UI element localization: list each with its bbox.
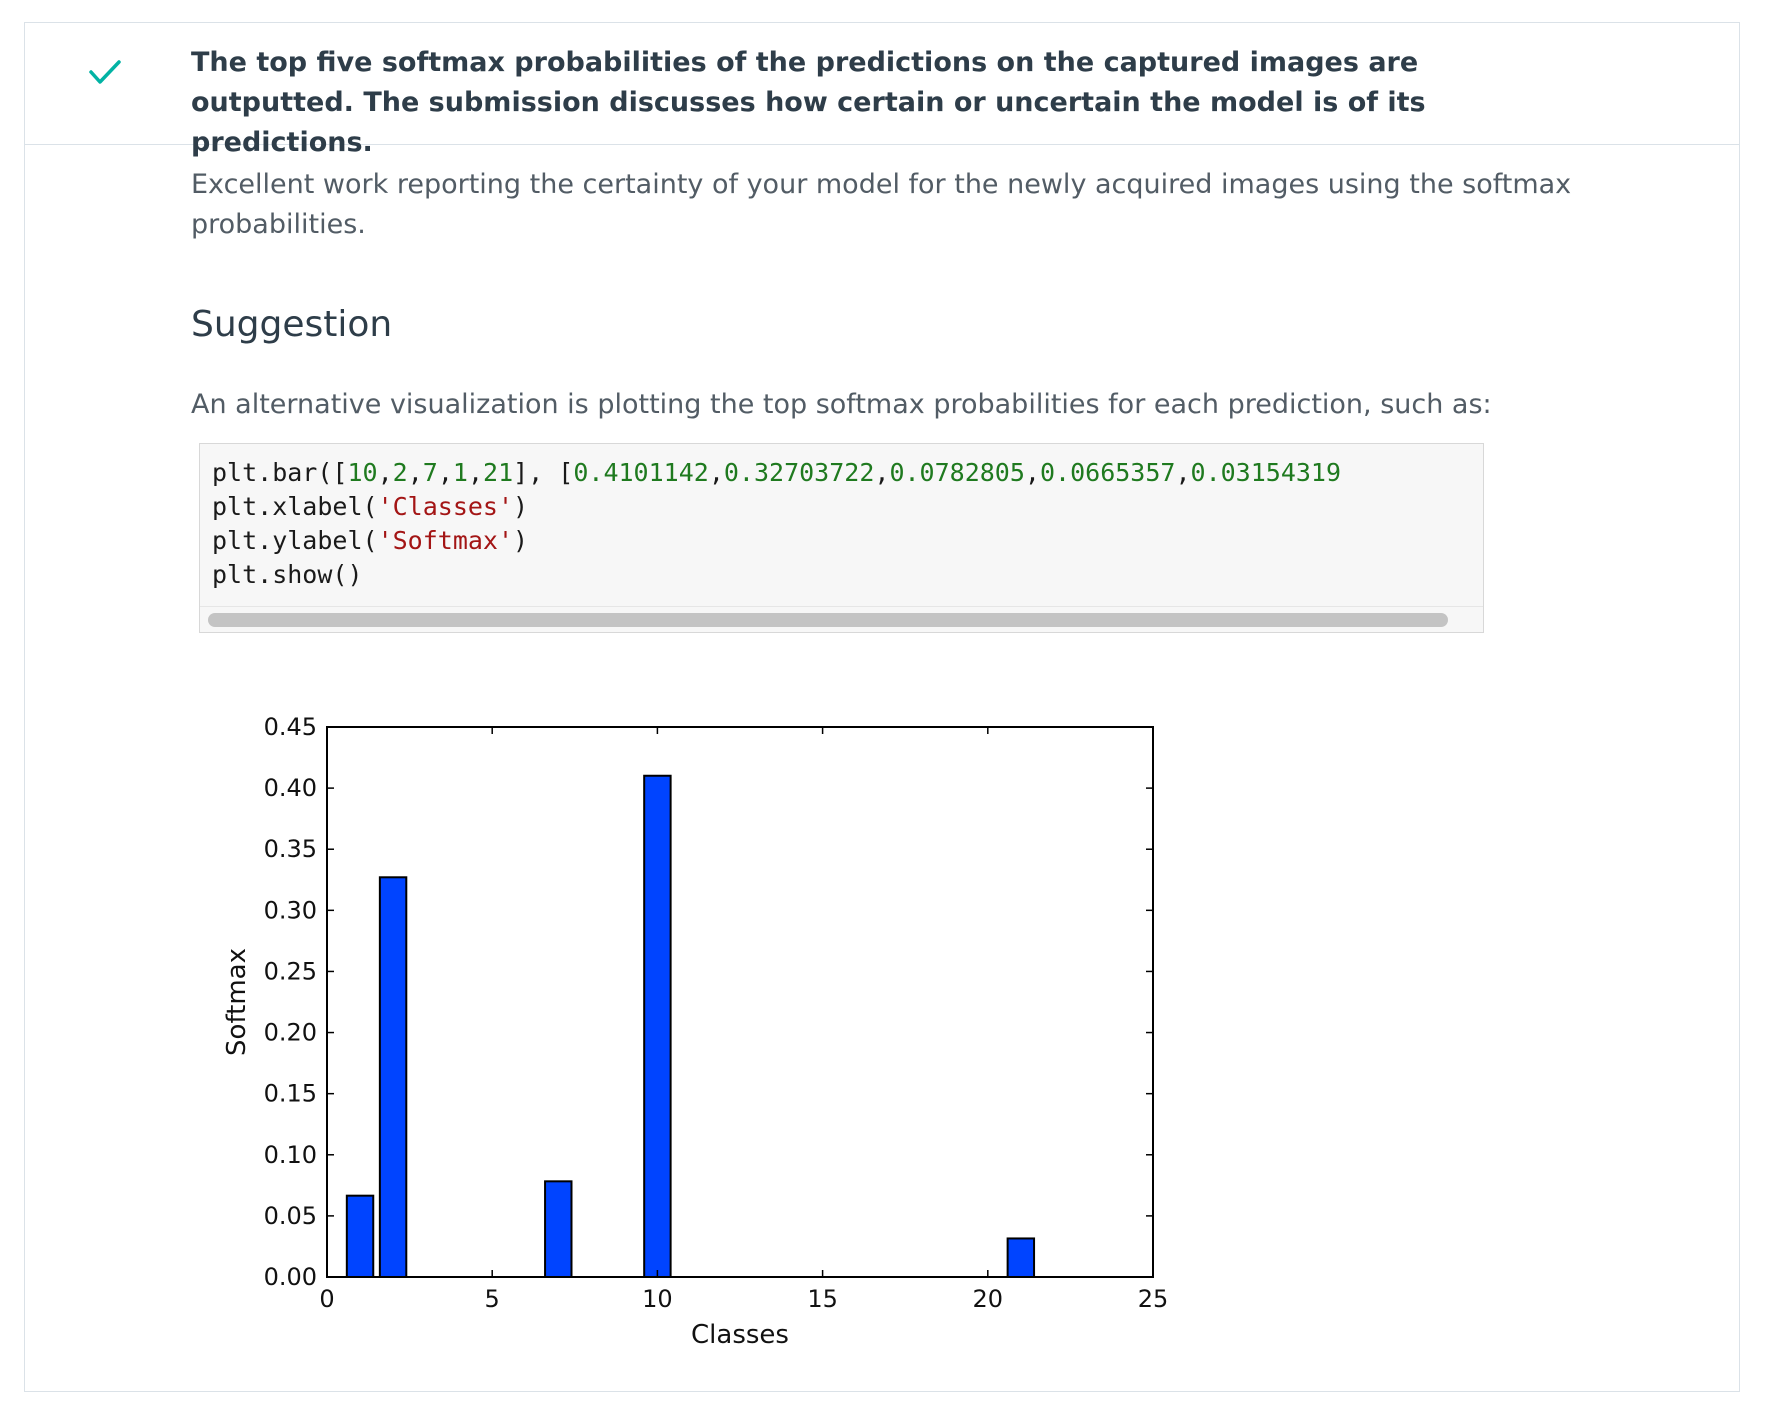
code-line: plt.ylabel('Softmax') — [212, 524, 1341, 558]
code-token: plt.show() — [212, 560, 363, 589]
code-token: , — [1175, 458, 1191, 487]
y-axis-label: Softmax — [222, 948, 252, 1056]
code-token: ], [ — [513, 458, 574, 487]
suggestion-text: An alternative visualization is plotting… — [191, 389, 1492, 420]
code-token: 0.03154319 — [1190, 458, 1342, 487]
criteria-header: The top five softmax probabilities of th… — [25, 23, 1739, 158]
bar — [378, 876, 408, 1278]
x-tick-label: 20 — [973, 1285, 1004, 1313]
check-icon — [87, 57, 123, 87]
code-token: ) — [513, 526, 529, 555]
code-token: , — [377, 458, 393, 487]
code-token: 0.32703722 — [723, 458, 875, 487]
code-line: plt.xlabel('Classes') — [212, 490, 1341, 524]
y-tick-label: 0.30 — [264, 896, 317, 924]
code-token: 7 — [422, 458, 438, 487]
y-tick-label: 0.15 — [264, 1080, 317, 1108]
y-tick-label: 0.05 — [264, 1202, 317, 1230]
code-token: , — [467, 458, 484, 487]
code-token: plt.bar([ — [212, 458, 348, 487]
code-scrollbar[interactable] — [200, 606, 1483, 632]
x-tick-label: 25 — [1138, 1285, 1169, 1313]
code-token: 2 — [392, 458, 408, 487]
code-token: 21 — [483, 458, 514, 487]
y-tick-label: 0.40 — [264, 774, 317, 802]
bar — [643, 774, 672, 1279]
code-scrollbar-thumb[interactable] — [208, 613, 1448, 627]
feedback-text: Excellent work reporting the certainty o… — [191, 169, 1572, 240]
bar-chart: 0 5 10 15 20 25 0.00 0.05 0.10 0.15 0.20 0.25 0.30 0.… — [222, 713, 1169, 1350]
x-tick-label: 0 — [319, 1285, 334, 1313]
y-tick-label: 0.20 — [264, 1019, 317, 1047]
code-block: plt.bar([10,2,7,1,21], [0.4101142,0.3270… — [199, 443, 1484, 633]
review-card: The top five softmax probabilities of th… — [24, 22, 1740, 1392]
code-token: 10 — [347, 458, 378, 487]
code-token: , — [437, 458, 453, 487]
code-token: 1 — [452, 458, 468, 487]
code-token: 0.0782805 — [889, 458, 1025, 487]
code-token: , — [1024, 458, 1040, 487]
code-token: , — [708, 458, 724, 487]
code-token: plt.xlabel( — [212, 492, 378, 521]
code-line: plt.show() — [212, 558, 1341, 592]
code-token: 0.4101142 — [573, 458, 709, 487]
bar — [1006, 1237, 1036, 1278]
y-tick-label: 0.25 — [264, 957, 317, 985]
code-token: 'Classes' — [377, 492, 514, 521]
code-line: plt.bar([10,2,7,1,21], [0.4101142,0.3270… — [212, 456, 1341, 490]
criteria-text: The top five softmax probabilities of th… — [191, 47, 1426, 158]
x-tick-label: 10 — [642, 1285, 673, 1313]
y-tick-label: 0.00 — [264, 1263, 317, 1291]
code-token: 'Softmax' — [377, 526, 514, 555]
x-axis-label: Classes — [691, 1320, 789, 1350]
y-tick-label: 0.45 — [264, 713, 317, 741]
y-tick-label: 0.10 — [264, 1141, 317, 1169]
x-tick-label: 5 — [485, 1285, 500, 1313]
code-token: ) — [513, 492, 529, 521]
bar — [544, 1180, 573, 1279]
x-tick-label: 15 — [807, 1285, 838, 1313]
y-tick-label: 0.35 — [264, 835, 317, 863]
plot-frame — [326, 726, 1154, 1278]
code-token: , — [874, 458, 890, 487]
code-token: , — [407, 458, 423, 487]
code-token: 0.0665357 — [1039, 458, 1176, 487]
code-token: plt.ylabel( — [212, 526, 378, 555]
section-heading: Suggestion — [191, 304, 393, 345]
bar — [345, 1194, 375, 1278]
code-lines: plt.bar([10,2,7,1,21], [0.4101142,0.3270… — [212, 456, 1341, 592]
